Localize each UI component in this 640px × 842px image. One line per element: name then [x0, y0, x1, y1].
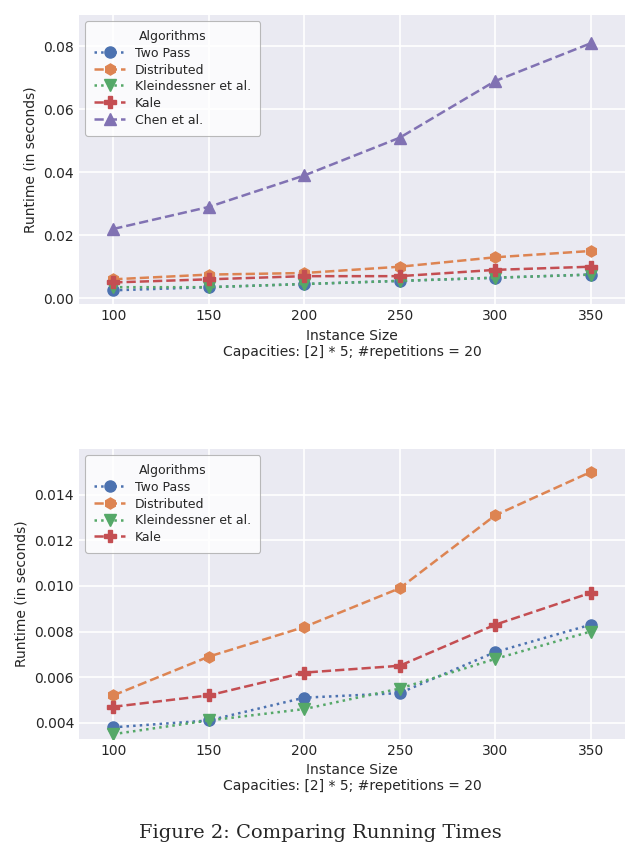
- Two Pass: [300, 279, 308, 289]
- Y-axis label: Runtime (in seconds): Runtime (in seconds): [15, 520, 29, 667]
- Kale: [205, 690, 212, 701]
- Chen et al.: [300, 170, 308, 180]
- Distributed: [587, 467, 595, 477]
- Distributed: [205, 269, 212, 280]
- Two Pass: [492, 273, 499, 283]
- Line: Kale: Kale: [108, 587, 596, 712]
- Distributed: [396, 584, 404, 594]
- Kale: [109, 277, 117, 287]
- Kleindessner et al.: [205, 716, 212, 726]
- Kleindessner et al.: [396, 684, 404, 694]
- Kale: [300, 271, 308, 281]
- Legend: Two Pass, Distributed, Kleindessner et al., Kale: Two Pass, Distributed, Kleindessner et a…: [85, 456, 260, 553]
- Two Pass: [396, 276, 404, 286]
- Two Pass: [109, 722, 117, 733]
- Y-axis label: Runtime (in seconds): Runtime (in seconds): [24, 87, 38, 233]
- Chen et al.: [492, 76, 499, 86]
- Kale: [492, 620, 499, 630]
- Kleindessner et al.: [109, 729, 117, 739]
- Two Pass: [492, 647, 499, 657]
- Distributed: [492, 253, 499, 263]
- Chen et al.: [109, 224, 117, 234]
- X-axis label: Instance Size
Capacities: [2] * 5; #repetitions = 20: Instance Size Capacities: [2] * 5; #repe…: [223, 763, 481, 793]
- Kale: [300, 668, 308, 678]
- Kale: [205, 274, 212, 285]
- Distributed: [300, 268, 308, 278]
- Distributed: [109, 274, 117, 285]
- Two Pass: [587, 620, 595, 630]
- Line: Kleindessner et al.: Kleindessner et al.: [108, 269, 596, 293]
- Two Pass: [205, 716, 212, 726]
- Kale: [587, 588, 595, 598]
- Text: Figure 2: Comparing Running Times: Figure 2: Comparing Running Times: [139, 823, 501, 842]
- Kale: [396, 271, 404, 281]
- Kleindessner et al.: [587, 626, 595, 637]
- Distributed: [492, 510, 499, 520]
- Kleindessner et al.: [587, 269, 595, 280]
- Distributed: [109, 690, 117, 701]
- Two Pass: [587, 269, 595, 280]
- Kleindessner et al.: [300, 704, 308, 714]
- Kale: [587, 262, 595, 272]
- Kleindessner et al.: [396, 276, 404, 286]
- Two Pass: [205, 282, 212, 292]
- Distributed: [205, 652, 212, 662]
- Two Pass: [300, 693, 308, 703]
- Line: Kleindessner et al.: Kleindessner et al.: [108, 626, 596, 740]
- Distributed: [587, 246, 595, 256]
- Line: Distributed: Distributed: [108, 245, 596, 285]
- Kleindessner et al.: [300, 279, 308, 289]
- Line: Kale: Kale: [108, 261, 596, 288]
- Distributed: [396, 262, 404, 272]
- Chen et al.: [205, 202, 212, 212]
- Two Pass: [396, 688, 404, 698]
- X-axis label: Instance Size
Capacities: [2] * 5; #repetitions = 20: Instance Size Capacities: [2] * 5; #repe…: [223, 329, 481, 359]
- Kale: [396, 661, 404, 671]
- Line: Distributed: Distributed: [108, 466, 596, 701]
- Two Pass: [109, 285, 117, 296]
- Distributed: [300, 622, 308, 632]
- Kale: [109, 701, 117, 711]
- Kleindessner et al.: [205, 282, 212, 292]
- Kleindessner et al.: [109, 282, 117, 292]
- Legend: Two Pass, Distributed, Kleindessner et al., Kale, Chen et al.: Two Pass, Distributed, Kleindessner et a…: [85, 21, 260, 136]
- Kleindessner et al.: [492, 654, 499, 664]
- Chen et al.: [396, 133, 404, 143]
- Line: Chen et al.: Chen et al.: [108, 38, 596, 235]
- Kleindessner et al.: [492, 273, 499, 283]
- Line: Two Pass: Two Pass: [108, 619, 596, 733]
- Chen et al.: [587, 38, 595, 48]
- Kale: [492, 265, 499, 275]
- Line: Two Pass: Two Pass: [108, 269, 596, 296]
